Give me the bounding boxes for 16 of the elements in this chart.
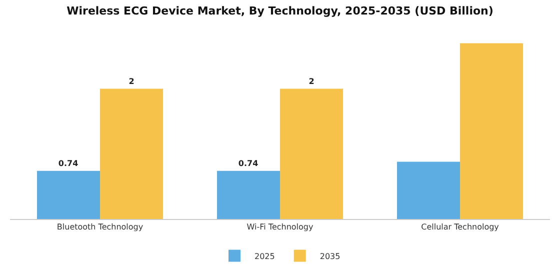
bar — [280, 88, 343, 219]
bar — [217, 170, 280, 219]
legend-label: 2025 — [254, 252, 275, 261]
data-label: 2 — [308, 76, 314, 86]
data-label: 0.74 — [238, 158, 259, 168]
x-tick-label: Bluetooth Technology — [56, 222, 144, 232]
legend-label: 2035 — [320, 252, 340, 261]
x-tick-label: Wi-Fi Technology — [246, 222, 314, 232]
bar — [460, 43, 523, 219]
chart-title: Wireless ECG Device Market, By Technology, 2025-2035 (USD Billion) — [66, 4, 494, 18]
bar — [37, 170, 100, 219]
data-label: 2 — [128, 76, 134, 86]
data-label: 0.74 — [58, 158, 79, 168]
x-tick-label: Cellular Technology — [421, 222, 500, 232]
bar — [397, 162, 460, 219]
bar — [100, 88, 163, 219]
